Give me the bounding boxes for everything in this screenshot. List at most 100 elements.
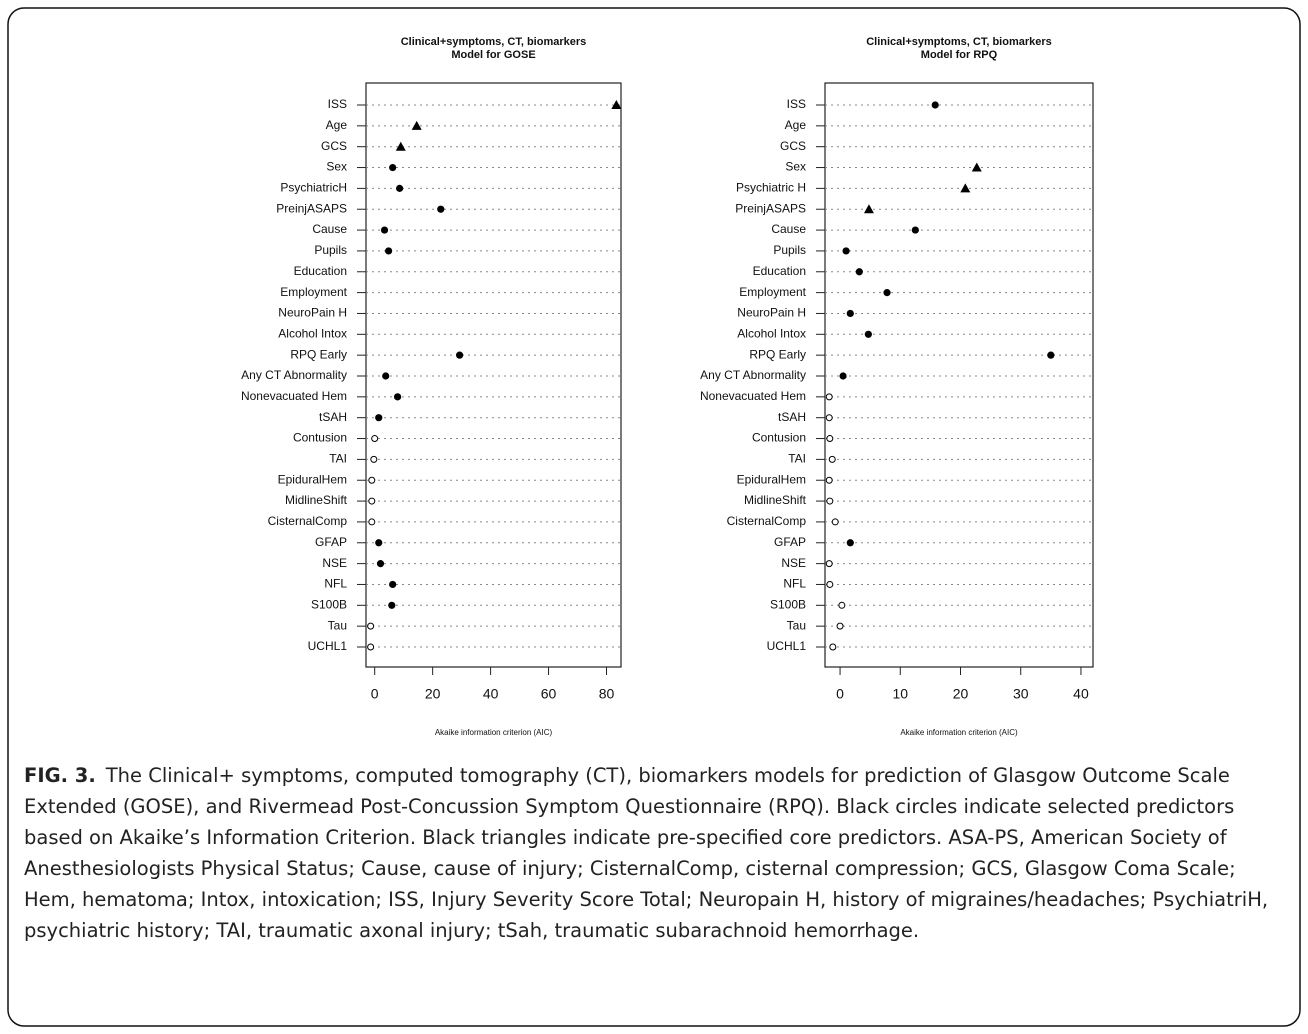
point-open xyxy=(826,580,834,588)
y-tick-label: Education xyxy=(753,264,806,278)
y-tick-label: Contusion xyxy=(293,431,347,445)
point-filled xyxy=(842,247,850,255)
point-filled xyxy=(455,351,464,359)
x-tick-label: 40 xyxy=(1073,686,1089,702)
chart-title: Model for GOSE xyxy=(451,49,535,61)
y-tick-label: Sex xyxy=(326,160,347,174)
point-open xyxy=(368,497,376,505)
y-tick-label: Contusion xyxy=(752,431,806,445)
x-tick-label: 30 xyxy=(1013,686,1029,702)
point-filled xyxy=(375,539,383,547)
point-filled xyxy=(839,372,847,380)
y-tick-label: EpiduralHem xyxy=(278,472,347,486)
point-open xyxy=(367,643,375,651)
y-tick-label: S100B xyxy=(311,597,347,611)
y-tick-label: Sex xyxy=(785,160,806,174)
x-tick-label: 20 xyxy=(425,686,441,702)
point-filled xyxy=(385,247,393,255)
y-tick-label: GFAP xyxy=(315,535,347,549)
point-open xyxy=(825,560,833,568)
y-tick-label: Pupils xyxy=(314,243,347,257)
point-open xyxy=(826,435,834,443)
point-open xyxy=(367,622,375,630)
point-triangle xyxy=(411,120,422,130)
y-tick-label: Pupils xyxy=(773,243,806,257)
y-tick-label: GCS xyxy=(321,139,347,153)
point-open xyxy=(368,476,376,484)
chart-title: Clinical+symptoms, CT, biomarkers xyxy=(401,36,587,48)
point-open xyxy=(368,518,376,526)
y-tick-label: PreinjASAPS xyxy=(735,201,806,215)
y-tick-label: Cause xyxy=(771,222,806,236)
y-tick-label: Nonevacuated Hem xyxy=(700,389,806,403)
x-tick-label: 40 xyxy=(483,686,499,702)
point-triangle xyxy=(611,100,622,109)
point-filled xyxy=(396,184,404,192)
point-open xyxy=(825,393,833,401)
point-filled xyxy=(437,205,445,213)
caption: FIG. 3. The Clinical+ symptoms, computed … xyxy=(24,760,1286,946)
y-tick-label: PsychiatricH xyxy=(280,181,347,195)
y-tick-label: EpiduralHem xyxy=(737,472,806,486)
y-tick-label: CisternalComp xyxy=(268,514,348,528)
point-filled xyxy=(846,309,854,318)
y-tick-label: PreinjASAPS xyxy=(276,201,347,215)
plot-frame xyxy=(365,82,622,668)
y-tick-label: tSAH xyxy=(319,410,347,424)
y-tick-label: NeuroPain H xyxy=(278,306,347,320)
y-tick-label: Age xyxy=(785,118,807,132)
point-filled xyxy=(388,601,396,609)
point-open xyxy=(831,518,839,526)
point-filled xyxy=(382,372,390,380)
y-tick-label: TAI xyxy=(329,452,347,466)
x-axis-title: Akaike information criterion (AIC) xyxy=(435,728,553,737)
point-triangle xyxy=(971,162,982,172)
y-tick-label: Any CT Abnormality xyxy=(241,368,347,382)
y-tick-label: NFL xyxy=(324,577,347,591)
y-tick-label: CisternalComp xyxy=(727,514,807,528)
y-tick-label: RPQ Early xyxy=(749,347,806,361)
point-triangle xyxy=(960,183,971,193)
x-tick-label: 0 xyxy=(836,686,844,702)
y-tick-label: UCHL1 xyxy=(308,639,348,653)
chart-title: Model for RPQ xyxy=(921,49,998,61)
x-tick-label: 80 xyxy=(599,686,615,702)
point-open xyxy=(825,476,833,484)
x-tick-label: 10 xyxy=(892,686,908,702)
point-open xyxy=(825,414,833,422)
y-tick-label: TAI xyxy=(788,452,806,466)
plot-frame xyxy=(824,82,1094,668)
y-tick-label: Employment xyxy=(280,285,347,299)
x-tick-label: 0 xyxy=(371,686,379,702)
y-tick-label: NFL xyxy=(783,577,806,591)
y-tick-label: MidlineShift xyxy=(744,493,807,507)
point-filled xyxy=(389,580,397,589)
y-tick-label: Education xyxy=(294,264,347,278)
y-tick-label: MidlineShift xyxy=(285,493,348,507)
point-open xyxy=(838,601,846,609)
point-open xyxy=(370,455,378,463)
point-triangle xyxy=(395,141,406,151)
y-tick-label: RPQ Early xyxy=(290,347,347,361)
y-tick-label: ISS xyxy=(787,97,806,111)
point-filled xyxy=(883,289,891,297)
y-tick-label: Any CT Abnormality xyxy=(700,368,806,382)
y-tick-label: NSE xyxy=(781,556,806,570)
point-filled xyxy=(389,163,397,172)
point-filled xyxy=(1047,351,1055,359)
y-tick-label: UCHL1 xyxy=(767,639,807,653)
point-open xyxy=(828,455,836,463)
y-tick-label: Tau xyxy=(328,618,347,632)
point-filled xyxy=(376,560,385,568)
chart-title: Clinical+symptoms, CT, biomarkers xyxy=(866,36,1052,48)
point-open xyxy=(826,497,834,505)
y-tick-label: tSAH xyxy=(778,410,806,424)
y-tick-label: GCS xyxy=(780,139,806,153)
x-tick-label: 20 xyxy=(953,686,969,702)
point-filled xyxy=(393,393,402,401)
point-filled xyxy=(846,539,854,547)
point-open xyxy=(829,643,837,651)
y-tick-label: NSE xyxy=(322,556,347,570)
